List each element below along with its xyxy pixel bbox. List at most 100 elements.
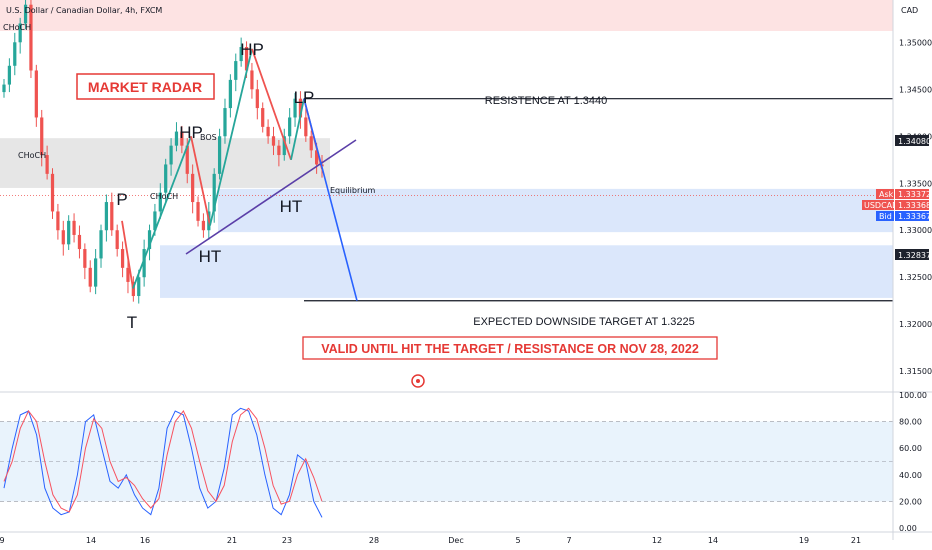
time-tick: 14 bbox=[86, 536, 96, 545]
label-hp-2: HP bbox=[240, 40, 264, 59]
stochastic-oscillator bbox=[0, 391, 932, 518]
candle-body bbox=[110, 202, 114, 231]
equilibrium-label: Equilibrium bbox=[330, 186, 376, 195]
candle-body bbox=[45, 155, 49, 174]
osc-tick: 20.00 bbox=[899, 497, 922, 506]
time-tick: 21 bbox=[851, 536, 861, 545]
price-tick: 1.33000 bbox=[899, 226, 932, 235]
price-tick: 1.33500 bbox=[899, 179, 932, 188]
osc-tick: 60.00 bbox=[899, 444, 922, 453]
candle-body bbox=[217, 136, 222, 174]
candle-body bbox=[158, 192, 162, 212]
candle-body bbox=[164, 164, 168, 193]
candle-body bbox=[255, 89, 259, 109]
candle-body bbox=[7, 65, 12, 85]
upper-mark-tag bbox=[895, 135, 929, 146]
candle-body bbox=[293, 98, 297, 118]
time-tick: 23 bbox=[282, 536, 292, 545]
brand-label: MARKET RADAR bbox=[88, 79, 202, 95]
validity-label: VALID UNTIL HIT THE TARGET / RESISTANCE … bbox=[321, 342, 699, 356]
candle-body bbox=[77, 234, 82, 250]
bid-tag-label: Bid bbox=[879, 212, 892, 221]
candle-body bbox=[67, 220, 71, 245]
stoch-k-line bbox=[3, 407, 323, 518]
candle-body bbox=[18, 23, 22, 43]
time-tick: 9 bbox=[0, 536, 5, 545]
candle-body bbox=[104, 202, 109, 231]
candle-body bbox=[131, 281, 135, 297]
swing-leg bbox=[132, 135, 192, 289]
bid-tag bbox=[876, 211, 894, 221]
candle-body bbox=[174, 131, 179, 146]
candle-body bbox=[29, 4, 33, 71]
swing-leg bbox=[290, 98, 305, 160]
label-p: P bbox=[116, 190, 127, 209]
candle-body bbox=[120, 249, 125, 268]
time-tick: 28 bbox=[369, 536, 379, 545]
demand-zone-upper bbox=[218, 188, 893, 233]
candle-body bbox=[288, 117, 292, 137]
resistance-label: RESISTENCE AT 1.3440 bbox=[485, 95, 607, 107]
candle-body bbox=[40, 117, 44, 156]
candle-body bbox=[56, 211, 60, 231]
time-tick: 5 bbox=[515, 536, 520, 545]
symbol-tag bbox=[862, 200, 894, 210]
candle-body bbox=[261, 108, 265, 127]
candle-body bbox=[99, 230, 103, 259]
lower-mark-tag bbox=[895, 249, 929, 260]
candle-body bbox=[191, 173, 195, 203]
candle-body bbox=[126, 267, 130, 282]
label-hp-1: HP bbox=[179, 123, 203, 142]
candle-body bbox=[298, 98, 303, 118]
price-tick: 1.35000 bbox=[899, 38, 932, 47]
time-tick: 14 bbox=[708, 536, 718, 545]
price-tick: 1.32000 bbox=[899, 320, 932, 329]
candle-body bbox=[271, 136, 276, 146]
candle-body bbox=[250, 70, 254, 90]
time-tick: 16 bbox=[140, 536, 150, 545]
price-tick: 1.34500 bbox=[899, 85, 932, 94]
event-flag-dot-icon bbox=[416, 379, 420, 383]
ask-tag-label: Ask bbox=[879, 190, 894, 199]
trendline[interactable] bbox=[185, 139, 357, 255]
candle-body bbox=[309, 136, 313, 151]
candle-body bbox=[228, 79, 232, 109]
currency-label: CAD bbox=[901, 6, 918, 15]
demand-zone-lower bbox=[160, 245, 893, 298]
supply-zone bbox=[0, 0, 893, 32]
candle-body bbox=[314, 150, 319, 165]
candle-body bbox=[282, 136, 286, 156]
candle-body bbox=[234, 61, 238, 80]
swing-leg bbox=[190, 136, 211, 226]
swing-leg bbox=[251, 48, 292, 161]
candle-body bbox=[212, 173, 216, 212]
brand-box bbox=[76, 73, 215, 100]
candle-body bbox=[115, 230, 119, 250]
time-tick: 12 bbox=[652, 536, 662, 545]
upper-mark-value: 1.34080 bbox=[898, 137, 931, 146]
candle-body bbox=[142, 249, 146, 278]
swing-leg bbox=[209, 48, 253, 226]
symbol-tag-label: USDCAD bbox=[864, 201, 898, 210]
choch-label-1: CHoCH bbox=[3, 23, 31, 32]
label-ht-1: HT bbox=[199, 247, 222, 266]
time-tick: 19 bbox=[799, 536, 809, 545]
chart-title: U.S. Dollar / Canadian Dollar, 4h, FXCM bbox=[6, 6, 162, 15]
ask-value-tag bbox=[895, 189, 929, 199]
bos-label: BOS bbox=[200, 133, 217, 142]
stoch-d-line bbox=[3, 407, 323, 513]
projection-line bbox=[303, 98, 358, 301]
candle-body bbox=[94, 258, 98, 287]
osc-tick: 100.00 bbox=[899, 391, 927, 400]
candle-body bbox=[201, 220, 206, 231]
candle-body bbox=[239, 46, 243, 62]
time-tick: 7 bbox=[566, 536, 571, 545]
candle-body bbox=[153, 211, 157, 231]
symbol-value-tag bbox=[895, 200, 929, 210]
osc-tick: 40.00 bbox=[899, 471, 922, 480]
candle-body bbox=[61, 230, 65, 245]
validity-box bbox=[302, 336, 718, 360]
symbol-value: 1.33368 bbox=[898, 201, 931, 210]
bid-value-tag bbox=[895, 211, 929, 221]
